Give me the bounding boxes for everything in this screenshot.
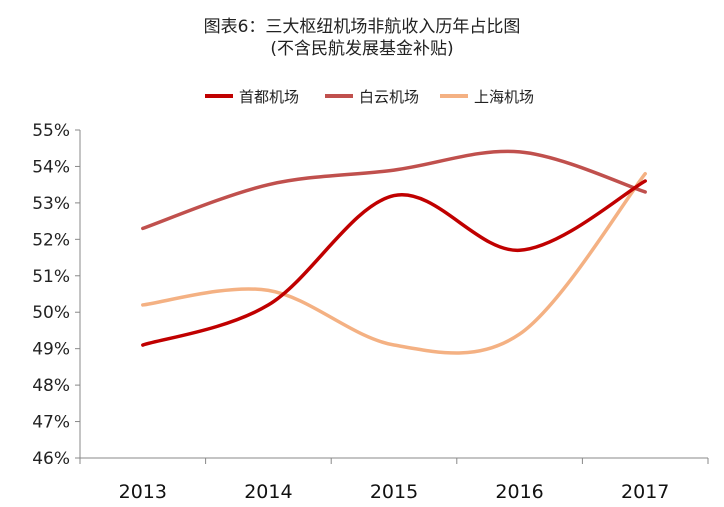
y-tick-label: 55%: [32, 121, 70, 141]
y-tick-label: 49%: [32, 340, 70, 360]
y-tick-label: 51%: [32, 267, 70, 287]
y-tick-label: 50%: [32, 303, 70, 323]
y-tick-label: 52%: [32, 230, 70, 250]
x-tick-label: 2014: [244, 481, 292, 503]
y-tick-label: 54%: [32, 157, 70, 177]
legend-label: 白云机场: [359, 88, 419, 106]
x-tick-label: 2016: [495, 481, 543, 503]
y-tick-label: 48%: [32, 376, 70, 396]
y-tick-label: 47%: [32, 413, 70, 433]
series-line-2: [141, 149, 647, 231]
x-tick-label: 2017: [621, 481, 669, 503]
series-line-1: [141, 179, 647, 347]
legend-label: 首都机场: [239, 88, 299, 106]
series-line-3: [141, 171, 647, 355]
chart-subtitle: (不含民航发展基金补贴): [270, 39, 454, 59]
y-tick-label: 53%: [32, 194, 70, 214]
x-tick-label: 2013: [119, 481, 167, 503]
legend-label: 上海机场: [474, 88, 534, 106]
y-tick-label: 46%: [32, 449, 70, 469]
x-tick-label: 2015: [370, 481, 418, 503]
chart-title: 图表6：三大枢纽机场非航收入历年占比图: [203, 17, 521, 37]
